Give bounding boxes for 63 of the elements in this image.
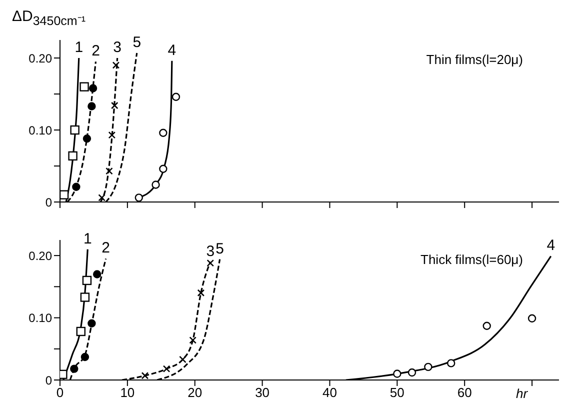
x-tick-label: 20 bbox=[188, 385, 202, 400]
point bbox=[92, 270, 102, 278]
point bbox=[447, 359, 456, 368]
point bbox=[110, 102, 118, 110]
point bbox=[106, 167, 113, 175]
point bbox=[88, 102, 96, 110]
point bbox=[408, 368, 416, 377]
point bbox=[68, 151, 78, 161]
series-label: 3 bbox=[113, 39, 122, 56]
point bbox=[152, 180, 160, 189]
x-tick-label: 10 bbox=[120, 385, 135, 400]
point bbox=[528, 314, 536, 322]
x-tick-label: 30 bbox=[255, 385, 270, 400]
x-axis-title: hr bbox=[516, 386, 528, 401]
series-label: 1 bbox=[74, 39, 84, 56]
point bbox=[197, 289, 205, 297]
point bbox=[98, 194, 106, 202]
x-tick-label: 40 bbox=[322, 385, 337, 400]
point bbox=[189, 336, 196, 344]
point bbox=[162, 365, 170, 372]
point bbox=[141, 372, 149, 380]
point bbox=[112, 62, 120, 69]
series-label: 1 bbox=[83, 230, 92, 248]
series-label: 4 bbox=[168, 42, 176, 59]
point bbox=[108, 131, 116, 139]
x-tick-label: 50 bbox=[390, 385, 404, 400]
point bbox=[172, 92, 180, 101]
series-label: 5 bbox=[132, 34, 142, 51]
point bbox=[134, 194, 143, 202]
point bbox=[82, 134, 92, 143]
point bbox=[82, 276, 92, 286]
point bbox=[72, 182, 80, 191]
y-axis-title: ΔD$_{3450cm⁻¹}$ bbox=[12, 8, 86, 29]
x-tick-label: 60 bbox=[457, 385, 472, 400]
point bbox=[80, 352, 90, 362]
point bbox=[393, 370, 402, 378]
point bbox=[206, 259, 214, 267]
point bbox=[76, 326, 86, 336]
x-tick-label: 0 bbox=[56, 385, 64, 400]
point bbox=[424, 362, 432, 372]
point bbox=[159, 164, 168, 173]
y-tick-label: 0.10 bbox=[28, 123, 52, 138]
y-tick-label: 0.20 bbox=[28, 248, 52, 263]
point bbox=[80, 82, 89, 92]
annotation: Thick films(l=60μ) bbox=[420, 252, 523, 267]
series-label: 5 bbox=[216, 240, 224, 258]
y-tick-label: 0.10 bbox=[28, 311, 52, 326]
series-label: 3 bbox=[206, 242, 215, 260]
point bbox=[80, 292, 90, 302]
y-tick-label: 0 bbox=[45, 195, 52, 210]
series-label: 2 bbox=[92, 42, 100, 60]
point bbox=[88, 319, 96, 328]
point bbox=[88, 84, 98, 92]
series-label: 2 bbox=[102, 240, 110, 257]
point bbox=[70, 125, 80, 135]
annotation: Thin films(l=20μ) bbox=[426, 52, 523, 67]
point bbox=[70, 364, 78, 373]
series-label: 4 bbox=[546, 237, 556, 254]
point bbox=[179, 356, 186, 364]
y-tick-label: 0.20 bbox=[28, 51, 52, 66]
y-tick-label: 0 bbox=[45, 373, 52, 388]
point bbox=[159, 128, 168, 137]
point bbox=[482, 322, 491, 330]
